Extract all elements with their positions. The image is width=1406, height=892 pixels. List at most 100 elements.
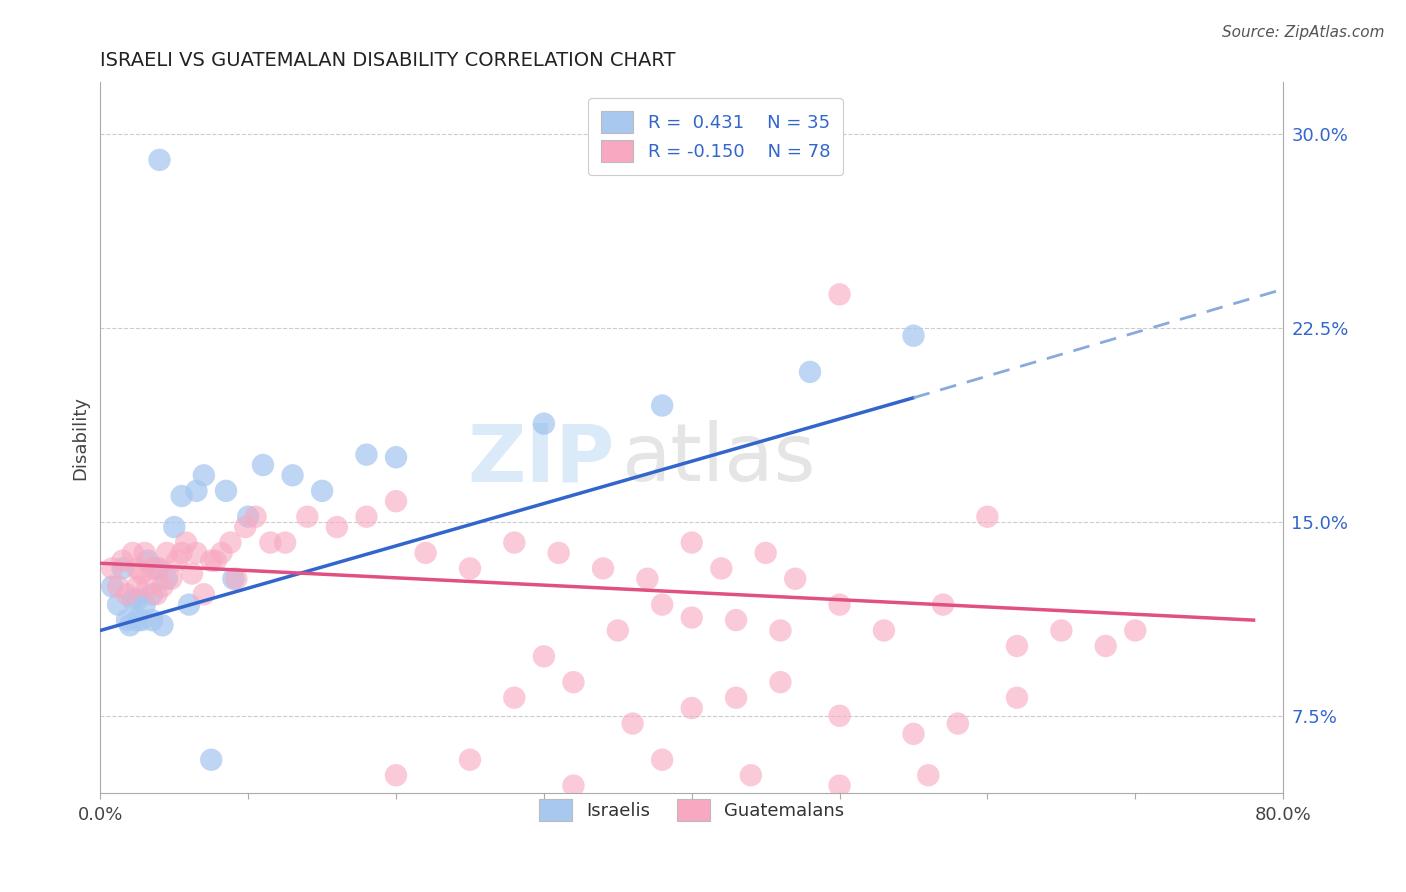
Point [211,546,233,560]
Point [127,561,149,575]
Point [233,520,256,534]
Text: ISRAELI VS GUATEMALAN DISABILITY CORRELATION CHART: ISRAELI VS GUATEMALAN DISABILITY CORRELA… [100,51,676,70]
Y-axis label: Disability: Disability [72,396,89,480]
Point [122,592,145,607]
Point [1005,639,1028,653]
Point [681,535,703,549]
Point [651,399,673,413]
Point [145,587,167,601]
Point [215,483,238,498]
Point [621,716,644,731]
Point [141,613,163,627]
Point [225,572,247,586]
Point [101,580,124,594]
Point [200,753,222,767]
Point [903,727,925,741]
Point [415,546,437,560]
Point [141,561,163,575]
Point [193,468,215,483]
Point [186,546,208,560]
Point [740,768,762,782]
Point [326,520,349,534]
Point [156,546,179,560]
Point [651,753,673,767]
Point [101,561,124,575]
Text: ZIP: ZIP [468,420,614,498]
Point [118,618,141,632]
Point [131,566,153,581]
Point [769,624,792,638]
Point [148,153,170,167]
Point [932,598,955,612]
Point [297,509,319,524]
Point [127,580,149,594]
Point [193,587,215,601]
Point [174,535,197,549]
Point [136,580,159,594]
Point [636,572,658,586]
Point [458,753,481,767]
Point [122,546,145,560]
Point [769,675,792,690]
Point [562,675,585,690]
Point [111,554,134,568]
Point [107,580,129,594]
Point [976,509,998,524]
Point [115,587,138,601]
Point [148,561,170,575]
Point [356,509,378,524]
Point [755,546,778,560]
Point [127,613,149,627]
Point [107,598,129,612]
Point [145,561,167,575]
Point [917,768,939,782]
Point [311,483,333,498]
Point [1094,639,1116,653]
Point [152,618,174,632]
Point [828,779,851,793]
Point [200,554,222,568]
Point [156,572,179,586]
Point [873,624,896,638]
Point [785,572,807,586]
Point [385,768,408,782]
Point [186,483,208,498]
Point [311,805,333,819]
Point [259,535,281,549]
Point [181,566,204,581]
Point [141,587,163,601]
Legend: Israelis, Guatemalans: Israelis, Guatemalans [526,787,856,834]
Point [281,468,304,483]
Point [111,561,134,575]
Point [458,561,481,575]
Point [533,649,555,664]
Point [1005,690,1028,705]
Point [562,779,585,793]
Point [606,624,628,638]
Point [245,509,267,524]
Text: Source: ZipAtlas.com: Source: ZipAtlas.com [1222,25,1385,40]
Point [503,535,526,549]
Point [160,572,183,586]
Point [725,613,748,627]
Point [828,708,851,723]
Point [166,554,188,568]
Point [163,520,186,534]
Point [219,535,242,549]
Point [134,598,156,612]
Point [828,598,851,612]
Point [1123,624,1146,638]
Point [681,701,703,715]
Point [903,328,925,343]
Point [533,417,555,431]
Point [503,690,526,705]
Point [252,458,274,472]
Point [385,450,408,465]
Point [131,613,153,627]
Point [136,554,159,568]
Point [152,580,174,594]
Point [1050,624,1073,638]
Point [115,613,138,627]
Text: atlas: atlas [621,420,815,498]
Point [170,546,193,560]
